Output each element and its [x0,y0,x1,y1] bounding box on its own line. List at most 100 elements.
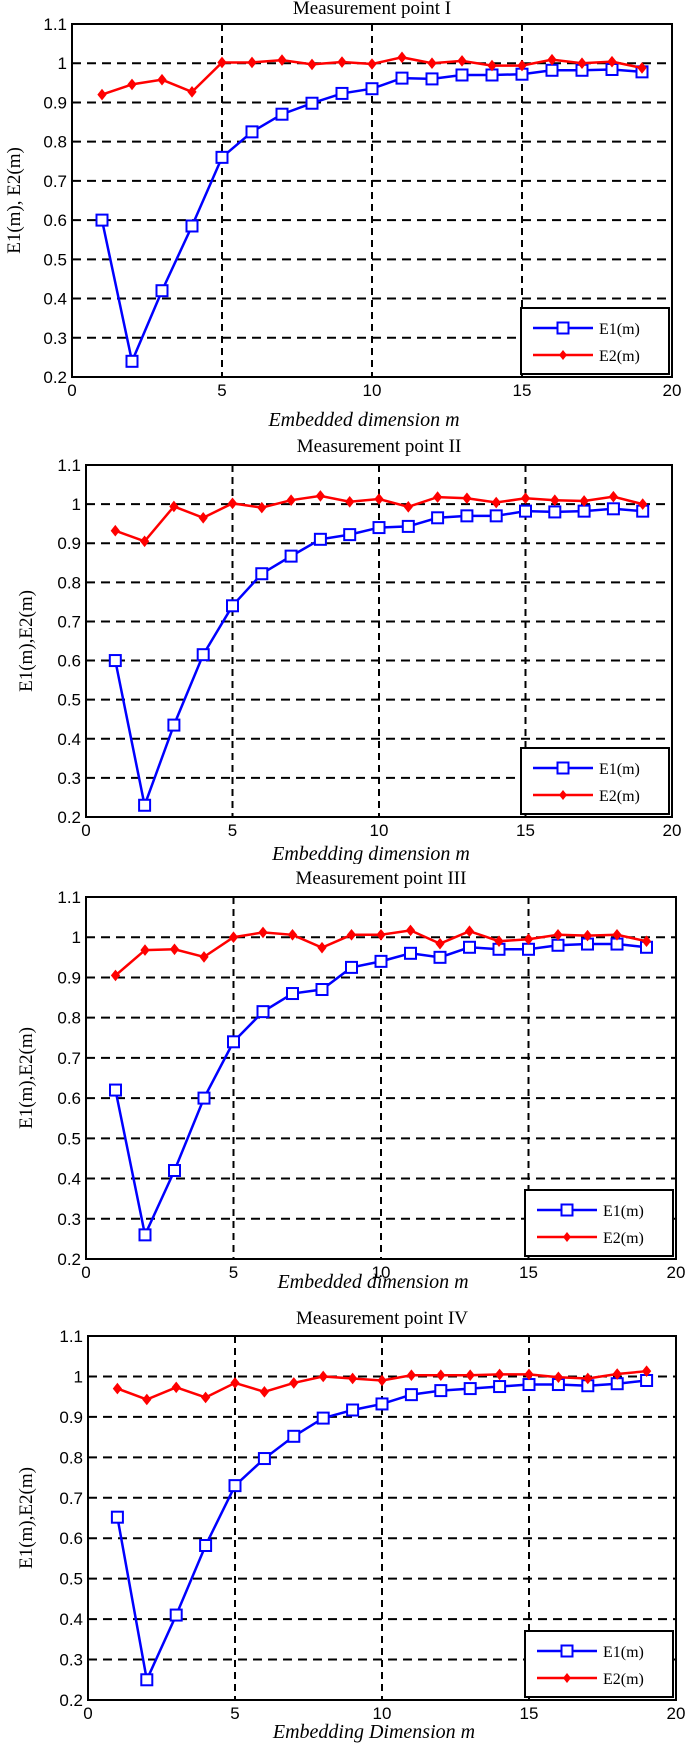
chart-panel-measurement-point-3: 0.2 0.3 0.4 0.5 0.6 0.7 0.8 0.9 1 1.1 0 5 10 15 20 Meas… [0,864,685,1294]
svg-text:1.1: 1.1 [57,456,81,475]
svg-text:0: 0 [81,821,90,840]
data-point-marker [196,648,210,662]
svg-text:1.1: 1.1 [59,1327,83,1346]
data-point-marker [579,495,589,507]
svg-text:0.3: 0.3 [43,329,67,348]
x-axis-label: Embedded dimension m [267,409,459,431]
svg-text:0.4: 0.4 [59,1610,83,1629]
svg-text:0.7: 0.7 [57,1049,81,1068]
square-marker-icon [556,761,570,775]
legend-item-e2m: E2(m) [533,788,640,805]
data-point-marker [139,535,150,548]
data-point-marker [317,941,327,954]
square-marker-icon [556,321,570,335]
svg-text:0.3: 0.3 [57,1210,81,1229]
svg-text:1: 1 [74,1367,83,1386]
legend: E1(m) E2(m) [520,307,670,375]
data-point-marker [257,501,267,514]
data-point-marker [112,1382,123,1395]
legend: E1(m) E2(m) [524,1189,674,1257]
data-point-marker [523,933,534,946]
data-point-marker [457,55,467,67]
data-point-marker [110,524,120,537]
y-axis-label: E1(m),E2(m) [16,1467,37,1569]
data-point-marker [435,937,445,950]
chart-panel-measurement-point-2: 0.2 0.3 0.4 0.5 0.6 0.7 0.8 0.9 1 1.1 0 5 10 15 20 Meas… [0,432,685,864]
data-point-marker [286,494,296,507]
data-point-marker [551,938,565,952]
data-point-marker [245,125,259,139]
data-point-marker [607,55,617,68]
data-point-marker [343,528,357,542]
svg-text:E2(m): E2(m) [603,1671,644,1688]
data-point-marker [612,929,622,941]
data-point-marker [138,1228,152,1242]
data-point-marker [169,500,179,513]
series-e1m [109,937,653,1242]
legend-item-e1m: E1(m) [533,321,640,338]
legend: E1(m) E2(m) [524,1630,674,1698]
svg-text:0.7: 0.7 [43,172,67,191]
legend-item-e1m: E1(m) [537,1203,644,1220]
legend-item-e2m: E2(m) [533,348,640,365]
svg-text:10: 10 [363,381,382,400]
square-marker-icon [560,1203,574,1217]
data-point-marker [637,62,647,74]
svg-text:5: 5 [217,381,226,400]
svg-text:0.7: 0.7 [57,612,81,631]
chart-panel-measurement-point-4: 0.2 0.3 0.4 0.5 0.6 0.7 0.8 0.9 1 1.1 0 5 10 15 20 Meas… [0,1294,685,1744]
svg-text:0.4: 0.4 [43,290,67,309]
svg-text:20: 20 [667,1704,685,1723]
svg-text:1: 1 [72,495,81,514]
data-point-marker [462,492,472,505]
data-point-marker [256,1005,270,1019]
data-point-marker [397,51,407,64]
data-point-marker [346,1403,360,1417]
grid-lines [72,24,672,377]
data-point-marker [258,926,268,939]
data-point-marker [197,1091,211,1105]
data-point-marker [463,1382,477,1396]
data-point-marker [95,213,109,227]
data-point-marker [125,354,139,368]
svg-text:0.9: 0.9 [57,534,81,553]
y-tick-labels: 0.2 0.3 0.4 0.5 0.6 0.7 0.8 0.9 1 1.1 [43,15,67,387]
data-point-marker [217,56,227,69]
data-point-marker [199,1539,213,1553]
data-point-marker [494,935,504,948]
svg-text:0.2: 0.2 [57,1250,81,1269]
x-tick-labels: 0 5 10 15 20 [81,1263,685,1282]
data-point-marker [491,496,501,509]
data-point-marker [406,1369,417,1382]
data-point-marker [524,1368,534,1381]
data-point-marker [227,1035,240,1049]
data-point-marker [259,1386,270,1398]
chart-title: Measurement point III [296,868,467,889]
data-point-marker [374,493,384,505]
data-point-marker [612,1368,622,1380]
data-point-marker [434,1384,448,1398]
data-point-marker [215,150,229,164]
svg-text:E1(m): E1(m) [603,1644,644,1661]
chart-panel-measurement-point-1: 0.2 0.3 0.4 0.5 0.6 0.7 0.8 0.9 1 1.1 0 5 10 15 20 Meas… [0,0,685,432]
svg-text:1.1: 1.1 [57,888,81,907]
diamond-marker-icon [559,790,567,800]
x-axis-label: Embedding dimension m [271,843,470,864]
data-point-marker [227,497,238,510]
x-tick-labels: 0 5 10 15 20 [67,381,681,400]
svg-text:0: 0 [81,1263,90,1282]
data-point-marker [110,969,121,982]
data-point-marker [463,940,476,954]
diamond-marker-icon [563,1673,571,1683]
svg-text:0.4: 0.4 [57,1170,81,1189]
svg-text:20: 20 [663,821,682,840]
data-point-marker [346,929,357,941]
data-point-marker [493,1380,507,1394]
svg-text:0.8: 0.8 [43,133,67,152]
chart-title: Measurement point II [297,436,462,457]
svg-text:E2(m): E2(m) [603,1230,644,1247]
data-point-marker [372,521,386,535]
data-point-marker [315,983,329,997]
data-point-marker [289,1377,299,1389]
data-point-marker [345,960,358,974]
